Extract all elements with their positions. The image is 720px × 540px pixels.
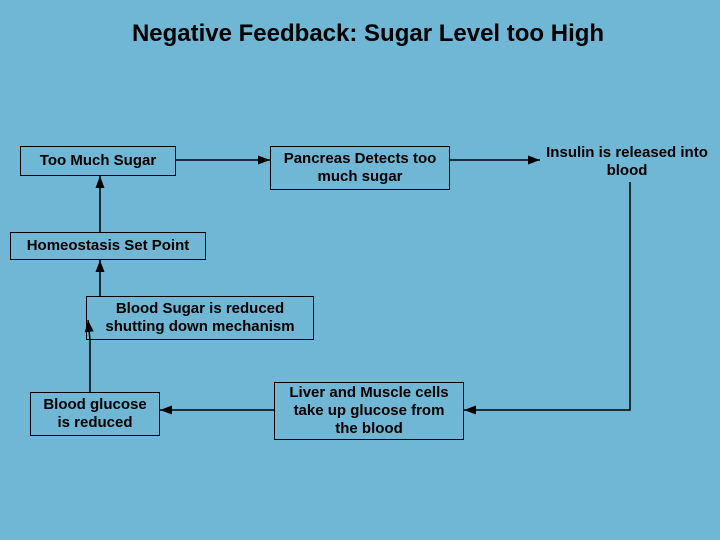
arrow-insulin-to-liver: [464, 182, 630, 410]
arrow-glucose-to-bloodsugar: [88, 320, 90, 392]
arrows-layer: [0, 0, 720, 540]
